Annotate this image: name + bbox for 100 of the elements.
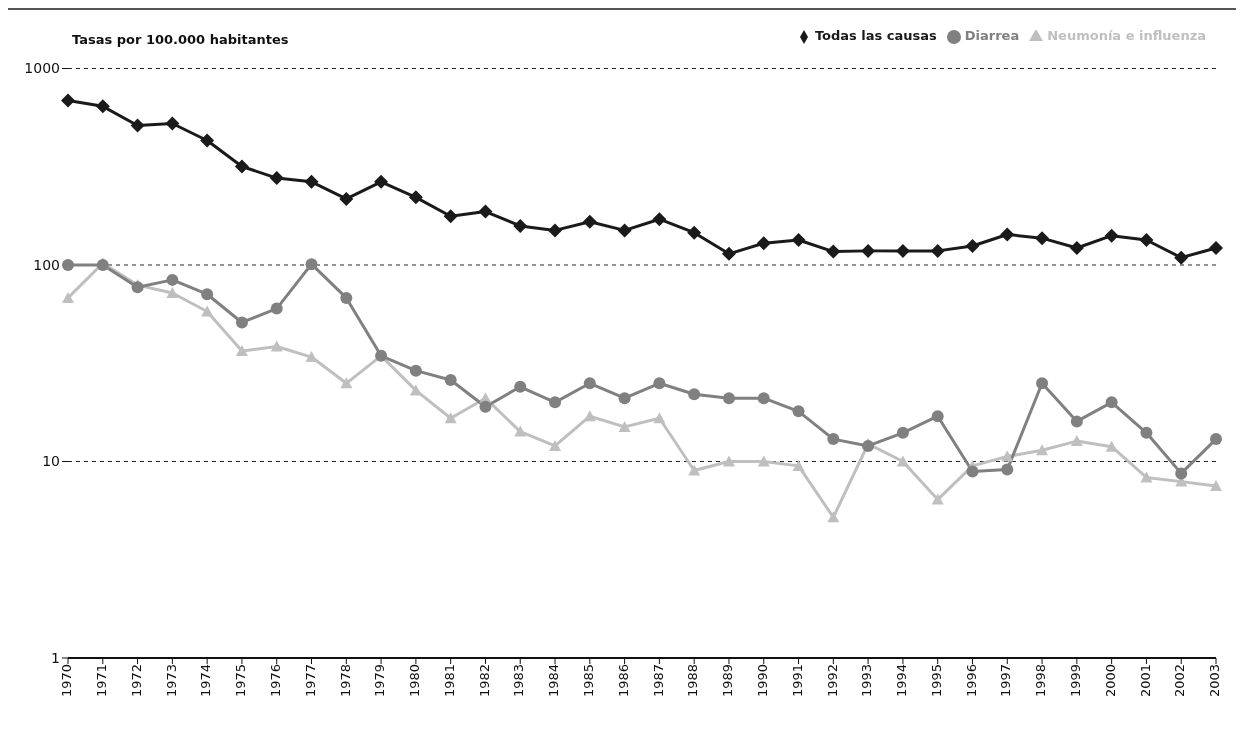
point: [95, 99, 110, 114]
point: [304, 174, 319, 189]
point: [618, 420, 631, 432]
point: [688, 464, 701, 476]
point: [340, 291, 353, 304]
x-tick-label: 1970: [59, 664, 75, 698]
point: [965, 238, 980, 253]
point: [514, 425, 527, 437]
x-tick-label: 1999: [1068, 664, 1084, 698]
point: [1175, 467, 1188, 480]
point: [478, 204, 493, 219]
point: [374, 174, 389, 189]
point: [756, 236, 771, 251]
point: [792, 459, 805, 471]
x-tick-label: 1987: [650, 664, 666, 698]
point: [270, 302, 283, 315]
point: [201, 305, 214, 317]
point: [1104, 228, 1119, 243]
point: [479, 400, 492, 413]
x-tick-label: 1993: [859, 664, 875, 698]
x-tick-label: 1986: [615, 664, 631, 698]
point: [1210, 480, 1222, 492]
point: [235, 345, 248, 357]
point: [653, 412, 666, 424]
point: [409, 364, 422, 377]
x-tick-label: 1977: [302, 664, 318, 698]
point: [966, 465, 979, 478]
point: [827, 511, 840, 523]
point: [931, 410, 944, 423]
point: [339, 191, 354, 206]
x-tick-label: 1980: [407, 664, 423, 698]
point: [549, 396, 562, 409]
x-tick-label: 1996: [963, 664, 979, 698]
point: [757, 455, 770, 467]
legend-label: Neumonía e influenza: [1047, 28, 1206, 43]
point: [62, 291, 74, 303]
point: [305, 258, 318, 271]
point: [896, 455, 909, 467]
point: [269, 171, 284, 186]
point: [408, 190, 423, 205]
y-tick-label: 100: [33, 256, 60, 273]
x-tick-label: 1984: [546, 664, 562, 698]
point: [340, 377, 353, 389]
point: [130, 118, 145, 133]
x-tick-label: 1988: [685, 664, 701, 698]
x-tick-label: 1997: [998, 664, 1014, 698]
point: [1140, 471, 1153, 483]
point: [618, 392, 631, 405]
point: [1000, 227, 1015, 242]
point: [1035, 231, 1050, 246]
point: [166, 287, 179, 299]
point: [1174, 250, 1189, 265]
point: [895, 243, 910, 258]
point: [1070, 435, 1083, 447]
x-tick-label: 1971: [94, 664, 110, 698]
x-tick-label: 2001: [1137, 664, 1153, 698]
y-axis-title: Tasas por 100.000 habitantes: [72, 32, 289, 47]
point: [443, 209, 458, 224]
point: [792, 405, 805, 418]
point: [444, 412, 457, 424]
x-tick-label: 1985: [581, 664, 597, 698]
x-tick-label: 1995: [928, 664, 944, 698]
point: [791, 233, 806, 248]
point: [514, 380, 527, 393]
point: [652, 212, 667, 227]
point: [688, 388, 701, 401]
point: [1069, 241, 1084, 256]
point: [62, 259, 74, 271]
y-tick-label: 1: [51, 649, 60, 666]
x-tick-label: 1976: [267, 664, 283, 698]
x-tick-label: 1973: [163, 664, 179, 698]
point: [931, 493, 944, 505]
x-tick-label: 1990: [754, 664, 770, 698]
y-tick-label: 10: [42, 453, 60, 470]
x-tick-label: 1983: [511, 664, 527, 698]
point: [1105, 396, 1118, 409]
point: [1001, 463, 1014, 476]
point: [826, 244, 841, 259]
x-tick-label: 1974: [198, 664, 214, 698]
point: [1036, 444, 1049, 456]
x-tick-label: 2002: [1172, 664, 1188, 698]
point: [234, 159, 249, 174]
x-tick-label: 1989: [720, 664, 736, 698]
point: [1036, 377, 1049, 390]
legend-label: Diarrea: [964, 28, 1020, 43]
point: [1139, 233, 1154, 248]
x-tick-label: 1979: [372, 664, 388, 698]
point: [200, 133, 215, 148]
point: [513, 218, 528, 233]
point: [757, 392, 770, 405]
point: [861, 243, 876, 258]
point: [235, 316, 248, 329]
legend-label: Todas las causas: [814, 28, 937, 43]
point: [722, 392, 735, 405]
point: [1001, 450, 1014, 462]
point: [165, 116, 180, 131]
point: [548, 223, 563, 238]
point: [166, 273, 179, 286]
point: [270, 340, 283, 352]
point: [930, 243, 945, 258]
